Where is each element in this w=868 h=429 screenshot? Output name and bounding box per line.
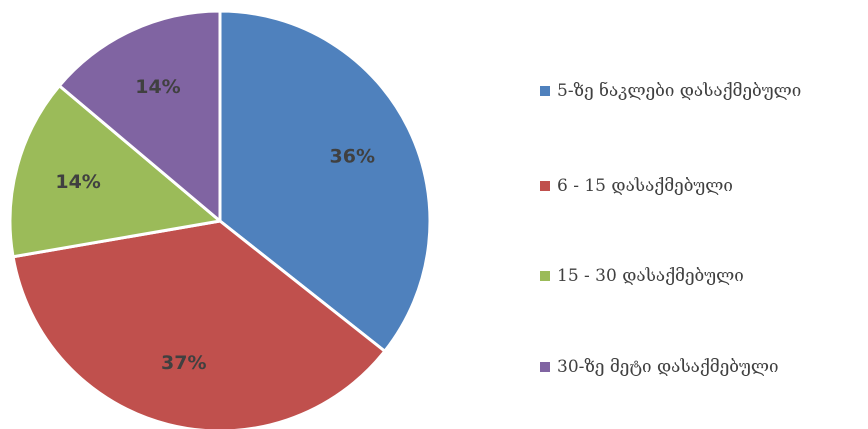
- legend: 5-ზე ნაკლები დასაქმებული 6 - 15 დასაქმებ…: [540, 0, 868, 429]
- slice-label-under-5: 36%: [330, 145, 375, 167]
- pie-slice-over-30: [57, 9, 222, 223]
- legend-swatch-6-15: [540, 181, 550, 191]
- pie-slice-15-30: [8, 84, 222, 259]
- legend-item-6-15: 6 - 15 დასაქმებული: [540, 176, 733, 196]
- slice-label-15-30: 14%: [55, 171, 100, 193]
- legend-swatch-under-5: [540, 86, 550, 96]
- legend-swatch-15-30: [540, 271, 550, 281]
- legend-label-under-5: 5-ზე ნაკლები დასაქმებული: [557, 81, 802, 101]
- slice-label-6-15: 37%: [161, 352, 206, 374]
- legend-item-under-5: 5-ზე ნაკლები დასაქმებული: [540, 81, 801, 101]
- pie-slice-under-5: [218, 9, 432, 353]
- legend-item-15-30: 15 - 30 დასაქმებული: [540, 266, 744, 286]
- pie-slice-6-15: [11, 219, 387, 429]
- legend-label-15-30: 15 - 30 დასაქმებული: [557, 266, 744, 286]
- legend-label-6-15: 6 - 15 დასაქმებული: [557, 176, 733, 196]
- legend-item-over-30: 30-ზე მეტი დასაქმებული: [540, 357, 778, 377]
- slice-label-over-30: 14%: [135, 76, 180, 98]
- legend-swatch-over-30: [540, 362, 550, 372]
- pie-chart: 36% 37% 14% 14%: [8, 9, 432, 429]
- legend-label-over-30: 30-ზე მეტი დასაქმებული: [557, 357, 779, 377]
